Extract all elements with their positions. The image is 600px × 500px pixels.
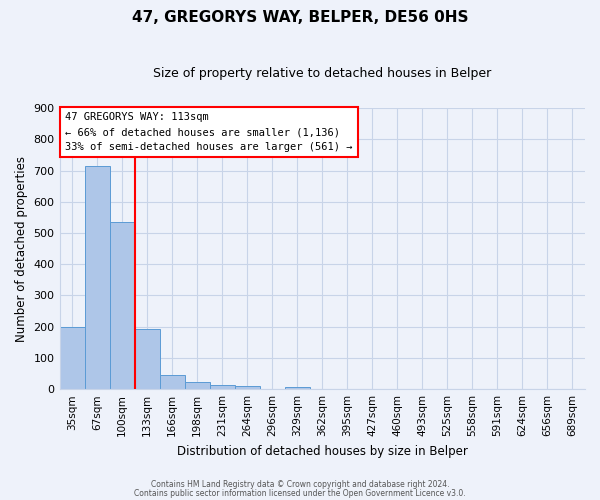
Bar xyxy=(209,385,235,389)
Text: 47, GREGORYS WAY, BELPER, DE56 0HS: 47, GREGORYS WAY, BELPER, DE56 0HS xyxy=(132,10,468,25)
Bar xyxy=(285,386,310,389)
Bar xyxy=(134,329,160,389)
X-axis label: Distribution of detached houses by size in Belper: Distribution of detached houses by size … xyxy=(177,444,468,458)
Bar xyxy=(59,326,85,389)
Text: 47 GREGORYS WAY: 113sqm
← 66% of detached houses are smaller (1,136)
33% of semi: 47 GREGORYS WAY: 113sqm ← 66% of detache… xyxy=(65,112,352,152)
Text: Contains HM Land Registry data © Crown copyright and database right 2024.: Contains HM Land Registry data © Crown c… xyxy=(151,480,449,489)
Text: Contains public sector information licensed under the Open Government Licence v3: Contains public sector information licen… xyxy=(134,488,466,498)
Bar xyxy=(110,222,134,389)
Bar xyxy=(85,166,110,389)
Y-axis label: Number of detached properties: Number of detached properties xyxy=(15,156,28,342)
Bar xyxy=(235,386,260,389)
Bar xyxy=(160,375,185,389)
Title: Size of property relative to detached houses in Belper: Size of property relative to detached ho… xyxy=(153,68,491,80)
Bar xyxy=(185,382,209,389)
